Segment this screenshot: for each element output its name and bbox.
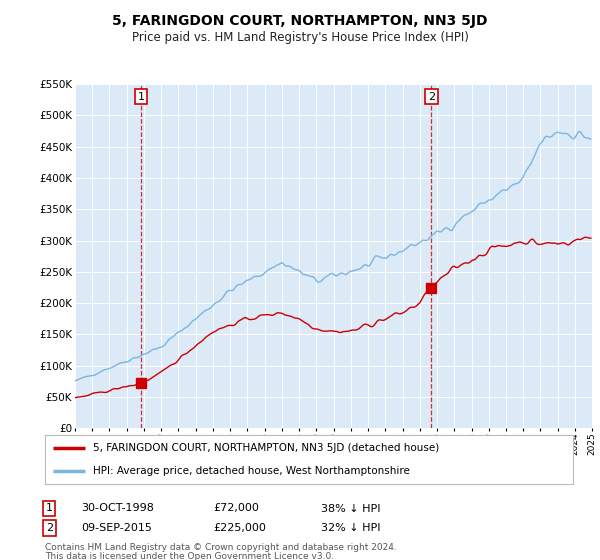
Text: HPI: Average price, detached house, West Northamptonshire: HPI: Average price, detached house, West… <box>92 466 409 476</box>
Text: This data is licensed under the Open Government Licence v3.0.: This data is licensed under the Open Gov… <box>45 552 334 560</box>
Text: £72,000: £72,000 <box>213 503 259 514</box>
Text: 09-SEP-2015: 09-SEP-2015 <box>81 523 152 533</box>
Text: 5, FARINGDON COURT, NORTHAMPTON, NN3 5JD (detached house): 5, FARINGDON COURT, NORTHAMPTON, NN3 5JD… <box>92 444 439 454</box>
Text: Contains HM Land Registry data © Crown copyright and database right 2024.: Contains HM Land Registry data © Crown c… <box>45 543 397 552</box>
Text: 2: 2 <box>46 523 53 533</box>
Text: 1: 1 <box>46 503 53 514</box>
Text: 30-OCT-1998: 30-OCT-1998 <box>81 503 154 514</box>
Text: Price paid vs. HM Land Registry's House Price Index (HPI): Price paid vs. HM Land Registry's House … <box>131 31 469 44</box>
Text: £225,000: £225,000 <box>213 523 266 533</box>
Text: 2: 2 <box>428 91 435 101</box>
Text: 1: 1 <box>137 91 145 101</box>
Text: 32% ↓ HPI: 32% ↓ HPI <box>321 523 380 533</box>
Text: 5, FARINGDON COURT, NORTHAMPTON, NN3 5JD: 5, FARINGDON COURT, NORTHAMPTON, NN3 5JD <box>112 14 488 28</box>
Text: 38% ↓ HPI: 38% ↓ HPI <box>321 503 380 514</box>
